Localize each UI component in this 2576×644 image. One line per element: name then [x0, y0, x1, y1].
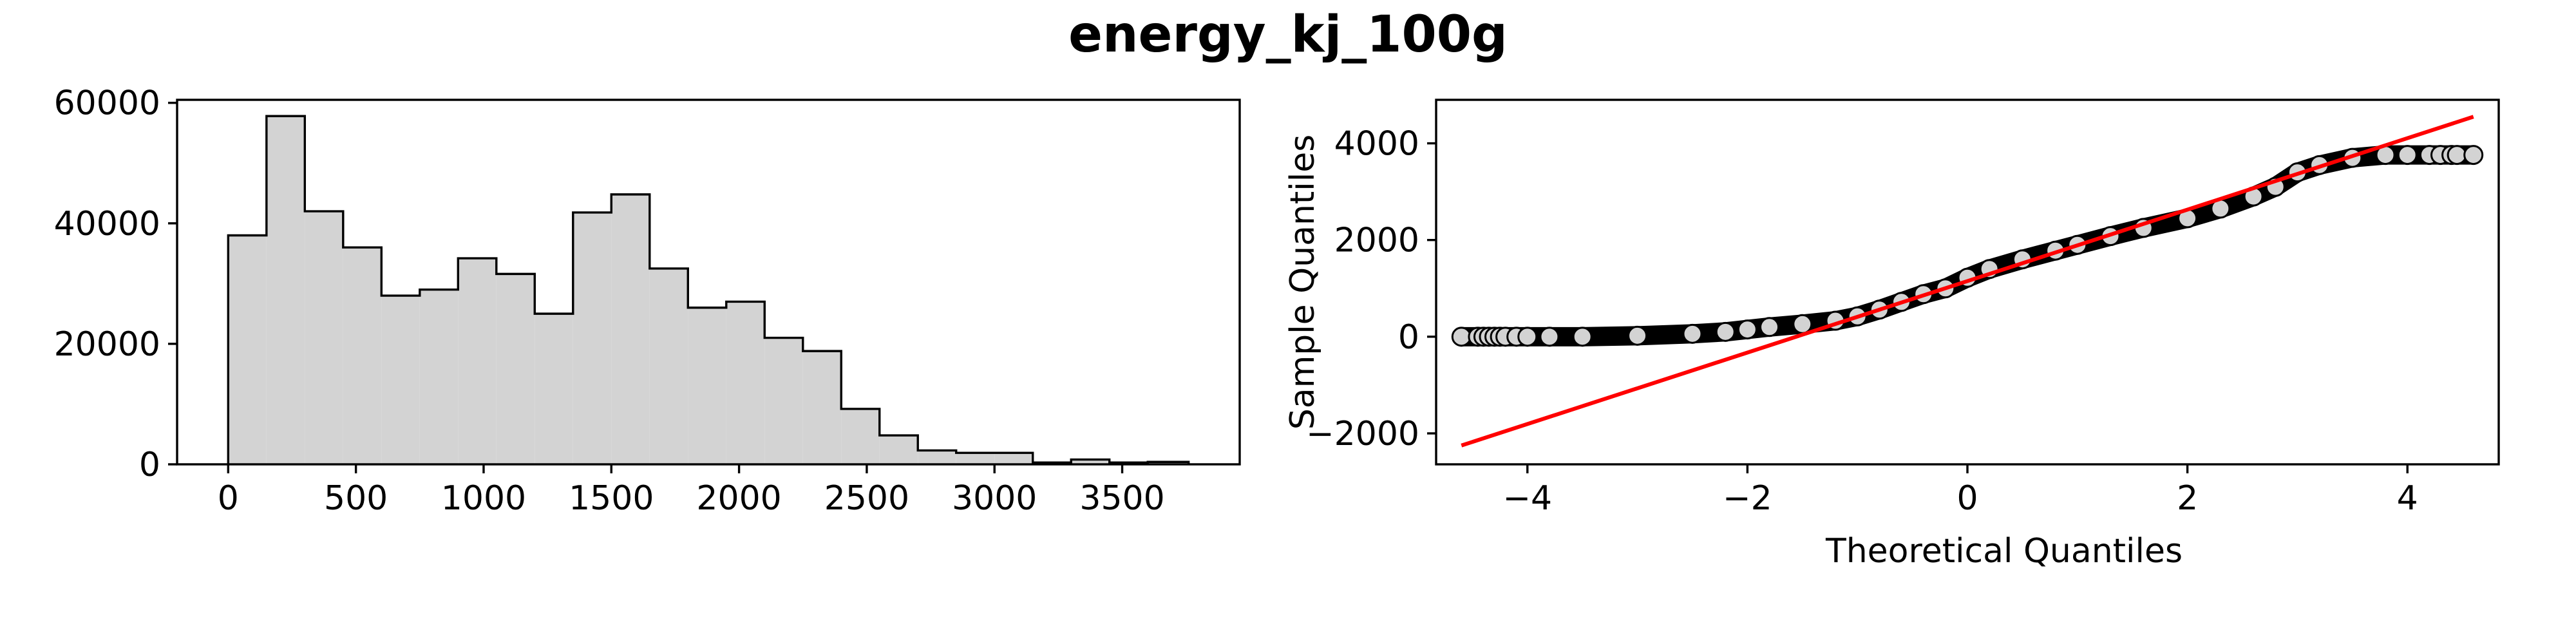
histogram-bar [381, 296, 420, 464]
histogram-y-axis: 0 20000 40000 60000 [54, 84, 177, 484]
histogram-bar [994, 453, 1033, 464]
histogram-bar [573, 212, 612, 464]
histogram-x-tick-label: 3000 [952, 479, 1037, 518]
histogram-bar [918, 450, 956, 464]
histogram-bar [535, 314, 573, 464]
qq-point [1759, 317, 1780, 337]
histogram-bar [266, 116, 305, 464]
qq-point [2447, 145, 2467, 166]
qq-y-tick-label: −2000 [1306, 415, 1419, 453]
qq-reference-line [1461, 115, 2474, 448]
qq-point-band [1452, 145, 2483, 346]
histogram-bars [227, 115, 1190, 464]
histogram-x-tick-label: 2000 [696, 479, 781, 518]
qq-y-tick-label: 4000 [1334, 125, 1419, 164]
histogram-bar [841, 408, 880, 464]
qq-points [1451, 145, 2484, 347]
qq-point [2463, 145, 2484, 166]
qq-point [1682, 323, 1703, 344]
qq-point [1715, 321, 1736, 342]
histogram-bar [802, 351, 842, 464]
histogram-x-tick-label: 1500 [569, 479, 654, 518]
qq-point [1627, 325, 1648, 346]
qq-y-tick-label: 0 [1398, 318, 1419, 357]
histogram-bar [1148, 462, 1189, 464]
histogram-x-tick-label: 0 [218, 479, 239, 518]
histogram-x-tick-label: 3500 [1079, 479, 1164, 518]
histogram-bar [649, 268, 688, 464]
qq-plot-panel: −4 −2 0 2 4 −2000 0 2000 4000 Theoretical Quant… [1283, 99, 2500, 571]
figure-title: energy_kj_100g [1068, 6, 1508, 64]
qq-frame [1435, 99, 2500, 466]
qq-y-axis: −2000 0 2000 4000 [1306, 125, 1436, 453]
qq-point [1517, 327, 1538, 347]
histogram-x-tick-label: 2500 [824, 479, 909, 518]
histogram-bar [726, 301, 765, 464]
histogram-y-tick-label: 40000 [54, 205, 160, 243]
histogram-outline [227, 115, 1190, 464]
histogram-x-axis: 0 500 1000 1500 2000 2500 3000 3500 [218, 464, 1165, 518]
histogram-bar [419, 289, 459, 464]
qq-x-axis: −4 −2 0 2 4 [1502, 464, 2418, 518]
qq-x-tick-label: −2 [1723, 479, 1772, 518]
histogram-bar [343, 247, 382, 464]
histogram-y-tick-label: 20000 [54, 325, 160, 364]
histogram-panel: 0 500 1000 1500 2000 2500 3000 3500 0 20000 40000… [54, 84, 1241, 518]
qq-point [1451, 327, 1472, 347]
histogram-x-tick-label: 1000 [441, 479, 526, 518]
qq-point [1737, 319, 1757, 340]
qq-x-axis-label: Theoretical Quantiles [1825, 532, 2183, 571]
qq-point [2397, 145, 2418, 166]
qq-x-tick-label: 2 [2177, 479, 2198, 518]
qq-x-tick-label: 0 [1956, 479, 1978, 518]
qq-point [1539, 327, 1560, 347]
qq-reference-line-path [1461, 115, 2474, 448]
histogram-bar [688, 307, 726, 464]
histogram-bar [956, 453, 995, 464]
histogram-bar [764, 337, 803, 464]
histogram-y-tick-label: 60000 [54, 84, 160, 123]
histogram-frame [176, 99, 1241, 466]
histogram-bar [611, 194, 650, 464]
histogram-bar [228, 235, 267, 464]
histogram-bar [496, 274, 535, 464]
histogram-bar [879, 435, 918, 464]
qq-y-axis-label: Sample Quantiles [1283, 135, 1322, 430]
qq-x-tick-label: 4 [2397, 479, 2418, 518]
histogram-bar [1071, 459, 1110, 464]
histogram-bar [305, 211, 343, 464]
histogram-bar [458, 258, 497, 464]
histogram-y-tick-label: 0 [139, 446, 160, 484]
histogram-x-tick-label: 500 [324, 479, 388, 518]
qq-x-tick-label: −4 [1502, 479, 1552, 518]
qq-point [1792, 314, 1813, 334]
qq-point [1572, 327, 1593, 347]
qq-y-tick-label: 2000 [1334, 222, 1419, 260]
